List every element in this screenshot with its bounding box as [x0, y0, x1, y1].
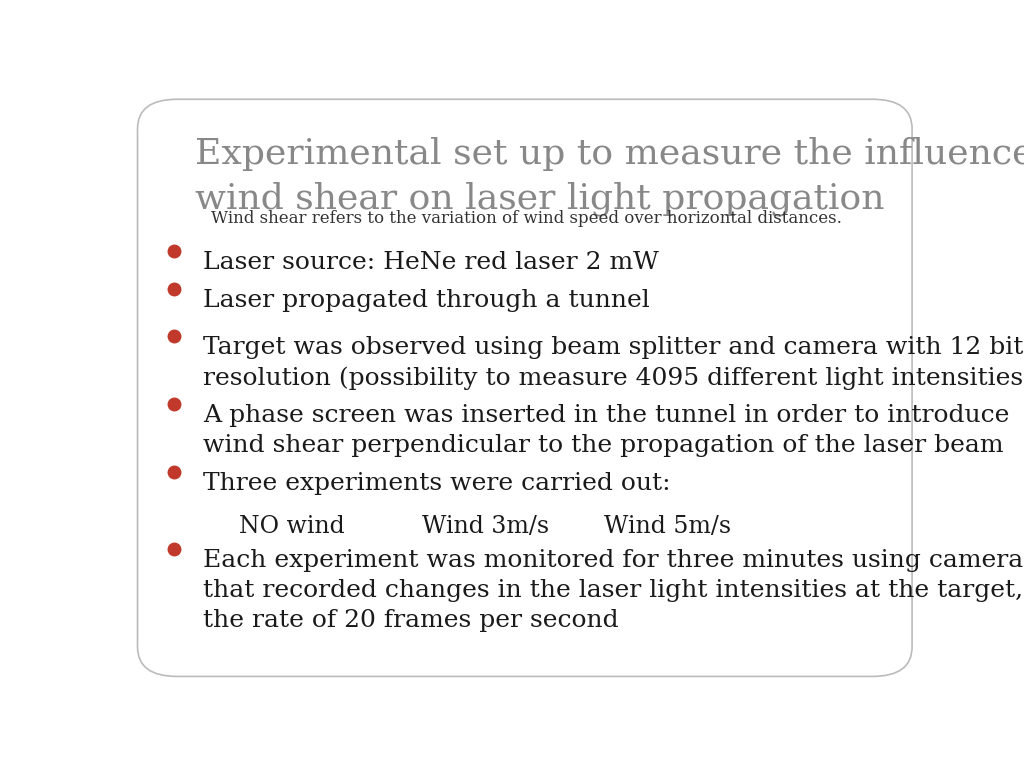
Text: Laser propagated through a tunnel: Laser propagated through a tunnel: [204, 289, 650, 312]
Text: Experimental set up to measure the influence of
wind shear on laser light propag: Experimental set up to measure the influ…: [196, 137, 1024, 216]
Text: Wind 3m/s: Wind 3m/s: [422, 515, 549, 538]
Text: A phase screen was inserted in the tunnel in order to introduce
wind shear perpe: A phase screen was inserted in the tunne…: [204, 405, 1010, 457]
Text: Wind 5m/s: Wind 5m/s: [604, 515, 731, 538]
Text: Three experiments were carried out:: Three experiments were carried out:: [204, 472, 671, 495]
Text: Each experiment was monitored for three minutes using camera
that recorded chang: Each experiment was monitored for three …: [204, 549, 1024, 632]
Text: Laser source: HeNe red laser 2 mW: Laser source: HeNe red laser 2 mW: [204, 250, 659, 273]
Text: Wind shear refers to the variation of wind speed over horizontal distances.: Wind shear refers to the variation of wi…: [211, 210, 842, 227]
Text: NO wind: NO wind: [240, 515, 345, 538]
Text: Target was observed using beam splitter and camera with 12 bit
resolution (possi: Target was observed using beam splitter …: [204, 336, 1024, 390]
FancyBboxPatch shape: [137, 99, 912, 677]
